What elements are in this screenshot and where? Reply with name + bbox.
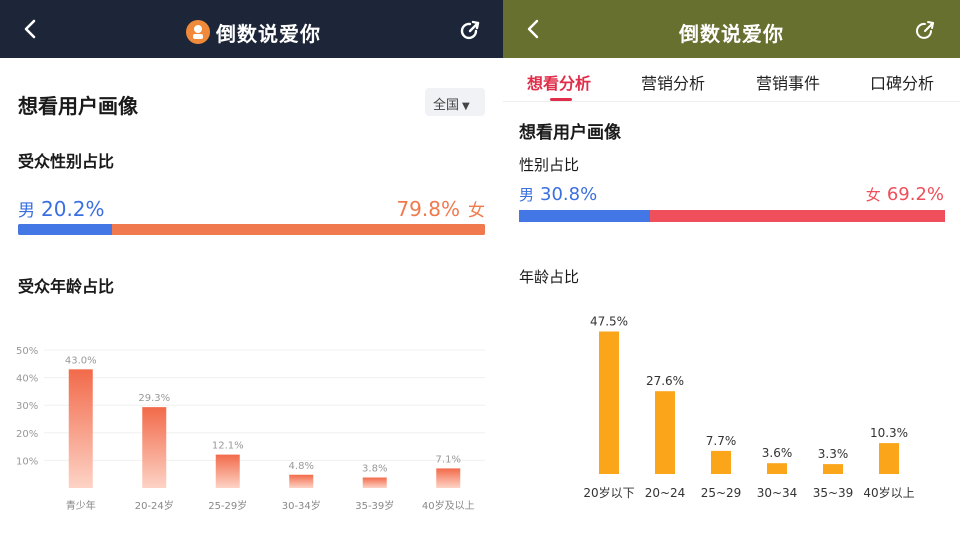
left-female-bar-segment bbox=[113, 224, 485, 235]
right-female-value: 69.2% bbox=[886, 184, 944, 205]
bar-5 bbox=[879, 443, 899, 474]
left-female-value: 79.8% bbox=[396, 197, 460, 221]
bar-3 bbox=[767, 463, 787, 474]
bar-3 bbox=[289, 474, 314, 488]
x-category-label: 20~24 bbox=[645, 486, 686, 500]
region-value: 全国 bbox=[433, 98, 460, 113]
bar-value-label: 7.7% bbox=[706, 434, 737, 448]
bar-0 bbox=[599, 331, 619, 474]
back-arrow-icon[interactable] bbox=[523, 18, 545, 40]
left-male-label: 男 bbox=[18, 201, 35, 221]
bar-0 bbox=[68, 369, 93, 488]
bar-value-label: 3.8% bbox=[362, 464, 387, 475]
bar-1 bbox=[142, 407, 167, 488]
bar-4 bbox=[823, 464, 843, 474]
left-female-label: 女 bbox=[468, 201, 485, 221]
right-male-stat: 男 30.8% bbox=[519, 184, 597, 205]
region-dropdown[interactable]: 全国 ▼ bbox=[425, 88, 485, 116]
active-tab-indicator bbox=[550, 98, 572, 101]
bar-value-label: 7.1% bbox=[436, 454, 461, 465]
x-category-label: 40岁以上 bbox=[863, 485, 914, 500]
x-category-label: 青少年 bbox=[66, 499, 96, 512]
right-male-label: 男 bbox=[519, 186, 535, 204]
left-gender-bar bbox=[18, 224, 485, 235]
left-gender-title: 受众性别占比 bbox=[18, 152, 115, 171]
x-category-label: 30~34 bbox=[757, 486, 798, 500]
tab-marketing-events[interactable]: 营销事件 bbox=[756, 74, 821, 93]
y-tick-label: 50% bbox=[16, 346, 38, 357]
y-tick-label: 40% bbox=[16, 374, 38, 385]
x-category-label: 25-29岁 bbox=[208, 499, 247, 512]
bar-value-label: 3.6% bbox=[762, 446, 793, 460]
right-age-title: 年龄占比 bbox=[519, 268, 580, 286]
x-category-label: 20岁以下 bbox=[583, 485, 634, 500]
left-page-title: 倒数说爱你 bbox=[216, 22, 321, 46]
bar-value-label: 4.8% bbox=[289, 461, 314, 472]
bar-2 bbox=[215, 454, 240, 488]
y-tick-label: 20% bbox=[16, 429, 38, 440]
app-logo-icon bbox=[186, 20, 210, 44]
x-category-label: 25~29 bbox=[701, 486, 742, 500]
bar-5 bbox=[436, 468, 461, 488]
right-gender-title: 性别占比 bbox=[519, 156, 580, 174]
bar-value-label: 27.6% bbox=[646, 374, 684, 388]
share-icon[interactable] bbox=[913, 19, 937, 43]
bar-2 bbox=[711, 450, 731, 474]
left-section-title: 想看用户画像 bbox=[18, 94, 138, 118]
left-age-title: 受众年龄占比 bbox=[18, 277, 115, 296]
right-female-stat: 女 69.2% bbox=[866, 184, 944, 205]
share-icon[interactable] bbox=[458, 19, 482, 43]
right-male-value: 30.8% bbox=[540, 184, 598, 205]
right-male-bar-segment bbox=[519, 210, 650, 222]
left-header: 倒数说爱你 bbox=[0, 0, 503, 58]
right-female-bar-segment bbox=[651, 210, 945, 222]
bar-4 bbox=[362, 477, 387, 488]
y-tick-label: 30% bbox=[16, 401, 38, 412]
bar-1 bbox=[655, 391, 675, 474]
x-category-label: 40岁及以上 bbox=[422, 499, 475, 512]
right-female-label: 女 bbox=[865, 186, 881, 204]
bar-value-label: 12.1% bbox=[212, 441, 244, 452]
tab-reputation-analysis[interactable]: 口碑分析 bbox=[870, 74, 935, 93]
left-female-stat: 79.8% 女 bbox=[396, 196, 485, 221]
left-male-stat: 男 20.2% bbox=[18, 196, 105, 221]
left-age-chart: 10% 20% 30% 40% 50% 43.0% 青少年 29.3% 20-24岁 12.1% 2… bbox=[16, 346, 485, 512]
back-arrow-icon[interactable] bbox=[20, 18, 42, 40]
right-header: 倒数说爱你 bbox=[503, 0, 960, 58]
bar-value-label: 3.3% bbox=[818, 447, 849, 461]
tab-audience-analysis[interactable]: 想看分析 bbox=[527, 74, 592, 93]
bar-value-label: 43.0% bbox=[65, 355, 97, 366]
tab-marketing-analysis[interactable]: 营销分析 bbox=[641, 74, 706, 93]
right-page-title: 倒数说爱你 bbox=[679, 22, 784, 46]
x-category-label: 20-24岁 bbox=[135, 499, 174, 512]
bar-value-label: 47.5% bbox=[590, 315, 628, 329]
x-category-label: 35~39 bbox=[813, 486, 854, 500]
tab-bar: 想看分析 营销分析 营销事件 口碑分析 bbox=[503, 58, 960, 102]
left-male-value: 20.2% bbox=[41, 197, 105, 221]
right-age-chart: 47.5% 20岁以下 27.6% 20~24 7.7% 25~29 3.6% 30~34 3.… bbox=[583, 315, 914, 501]
x-category-label: 35-39岁 bbox=[355, 499, 394, 512]
bar-value-label: 29.3% bbox=[138, 393, 170, 404]
caret-down-icon: ▼ bbox=[462, 101, 470, 112]
bar-value-label: 10.3% bbox=[870, 426, 908, 440]
right-section-title: 想看用户画像 bbox=[519, 123, 621, 143]
right-gender-bar bbox=[519, 210, 945, 222]
left-app-panel: 倒数说爱你 想看用户画像 全国 ▼ 受众性别占比 男 20.2% 79.8% 女 受众… bbox=[0, 0, 503, 512]
x-category-label: 30-34岁 bbox=[282, 499, 321, 512]
y-tick-label: 10% bbox=[16, 456, 38, 467]
left-male-bar-segment bbox=[18, 224, 112, 235]
